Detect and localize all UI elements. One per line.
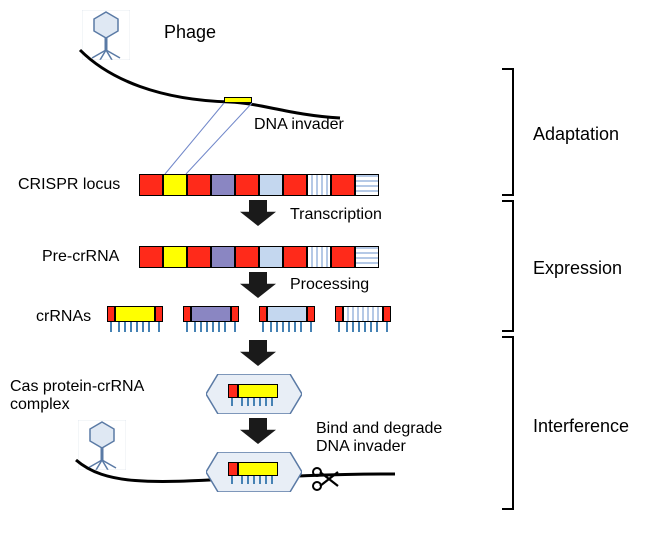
arrow-down-icon [240,272,276,303]
segment-yellow [238,462,278,476]
segment-red [139,246,163,268]
label-interference: Interference [533,416,629,437]
segment-red [139,174,163,196]
segment-red [231,306,239,322]
segment-stripe_h [355,174,379,196]
segment-yellow [163,246,187,268]
arrow-down-icon [240,200,276,231]
segment-purple [191,306,231,322]
segment-red [383,306,391,322]
phase-bracket [500,68,514,196]
phase-bracket [500,200,514,332]
segment-red [235,246,259,268]
label-pre-crrna: Pre-crRNA [42,248,119,266]
label-expression: Expression [533,258,622,279]
segment-red [307,306,315,322]
segment-stripe_v [307,174,331,196]
segment-stripe_h [355,246,379,268]
phase-bracket [500,336,514,510]
segment-red [335,306,343,322]
segment-red [228,384,238,398]
phage-icon [78,420,126,470]
segment-red [331,174,355,196]
segment-red [283,246,307,268]
arrow-down-icon [240,418,276,449]
segment-red [183,306,191,322]
label-phage: Phage [164,22,216,43]
segment-lightblue [259,246,283,268]
segment-red [331,246,355,268]
segment-purple [211,246,235,268]
segment-yellow [163,174,187,196]
segment-red [283,174,307,196]
segment-lightblue [259,174,283,196]
label-cas-complex: Cas protein-crRNA complex [10,378,144,414]
segment-red [228,462,238,476]
arrow-down-icon [240,340,276,371]
segment-lightblue [267,306,307,322]
segment-red [259,306,267,322]
segment-yellow [115,306,155,322]
segment-red [107,306,115,322]
label-bind-degrade: Bind and degrade DNA invader [316,420,442,456]
label-dna-invader: DNA invader [254,116,344,134]
segment-stripe_v [343,306,383,322]
label-crispr-locus: CRISPR locus [18,176,120,194]
segment-yellow [224,97,252,103]
label-processing: Processing [290,276,369,294]
label-adaptation: Adaptation [533,124,619,145]
segment-stripe_v [307,246,331,268]
phage-icon [82,10,130,60]
label-crrnas: crRNAs [36,308,91,326]
segment-purple [211,174,235,196]
segment-yellow [238,384,278,398]
segment-red [235,174,259,196]
segment-red [187,246,211,268]
segment-red [155,306,163,322]
label-transcription: Transcription [290,206,382,224]
segment-red [187,174,211,196]
